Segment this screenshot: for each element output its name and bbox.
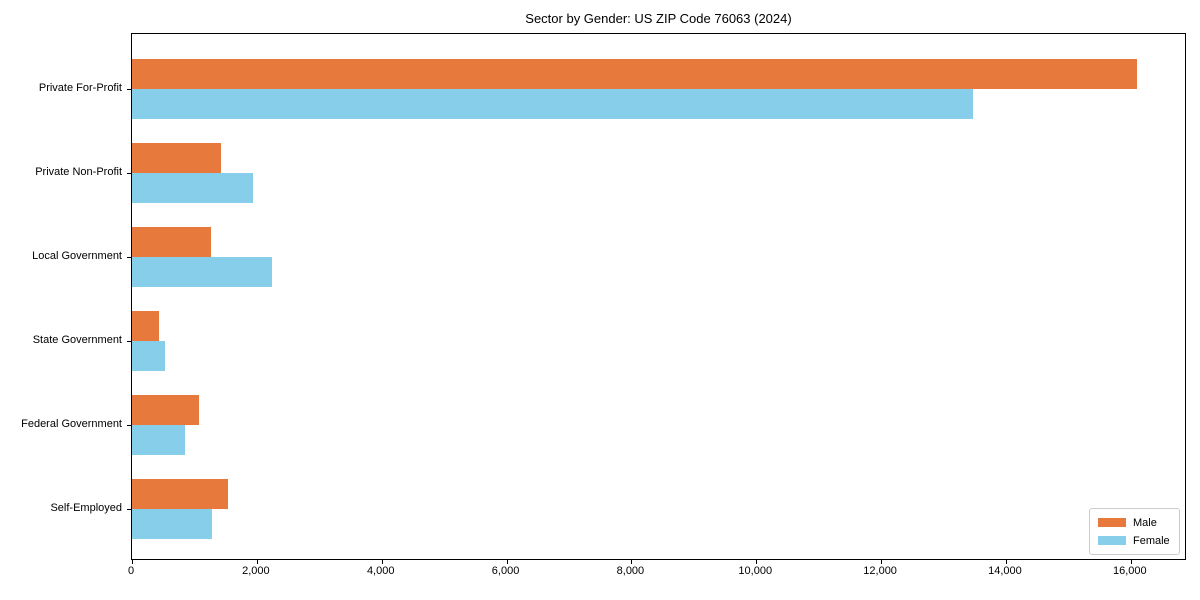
bar-male-1 (132, 143, 222, 173)
plot-area (127, 33, 1186, 564)
male-series-swatch (1098, 518, 1126, 527)
legend-item-male: Male (1098, 517, 1171, 529)
x-tick-mark (631, 560, 633, 564)
legend-item-female: Female (1098, 535, 1171, 547)
legend: Male Female (1089, 508, 1180, 555)
category-label-2: Local Government (32, 250, 122, 262)
category-label-1: Private Non-Profit (35, 166, 122, 178)
y-tick-mark (127, 173, 131, 174)
x-tick-label: 12,000 (863, 565, 897, 577)
bar-male-2 (132, 227, 212, 257)
x-tick-mark (881, 560, 883, 564)
category-label-3: State Government (32, 334, 122, 346)
bar-female-2 (132, 257, 272, 287)
legend-label-male: Male (1133, 516, 1157, 529)
x-tick-label: 6,000 (491, 565, 520, 577)
x-tick-label: 16,000 (1112, 565, 1147, 577)
x-tick-mark (1130, 560, 1132, 564)
x-tick-mark (381, 560, 383, 564)
y-tick-mark (127, 257, 131, 258)
x-tick-mark (506, 560, 508, 564)
bar-male-5 (132, 479, 229, 509)
legend-label-female: Female (1133, 534, 1170, 547)
bar-female-3 (132, 341, 166, 371)
x-tick-label: 8,000 (616, 565, 645, 577)
bar-female-1 (132, 173, 254, 203)
female-series-swatch (1098, 536, 1126, 545)
bar-female-5 (132, 509, 212, 539)
category-label-0: Private For-Profit (38, 82, 122, 94)
x-tick-mark (132, 560, 133, 564)
x-tick-mark (1005, 560, 1007, 564)
category-label-4: Federal Government (21, 418, 122, 430)
x-tick-label: 14,000 (988, 565, 1022, 577)
x-tick-label: 4,000 (366, 565, 395, 577)
chart-title: Sector by Gender: US ZIP Code 76063 (202… (525, 11, 792, 26)
bar-male-0 (132, 59, 1138, 89)
x-tick-mark (756, 560, 758, 564)
x-tick-label: 10,000 (738, 565, 773, 577)
y-tick-mark (127, 425, 131, 426)
x-tick-label: 2,000 (242, 565, 270, 577)
y-tick-mark (127, 509, 131, 510)
y-tick-mark (127, 341, 131, 342)
category-label-5: Self-Employed (50, 502, 122, 514)
x-tick-label: 0 (127, 565, 135, 577)
x-tick-mark (256, 560, 258, 564)
y-tick-mark (127, 89, 131, 90)
bar-female-0 (132, 89, 973, 119)
bar-female-4 (132, 425, 186, 455)
bar-male-3 (132, 311, 160, 341)
bar-male-4 (132, 395, 199, 425)
